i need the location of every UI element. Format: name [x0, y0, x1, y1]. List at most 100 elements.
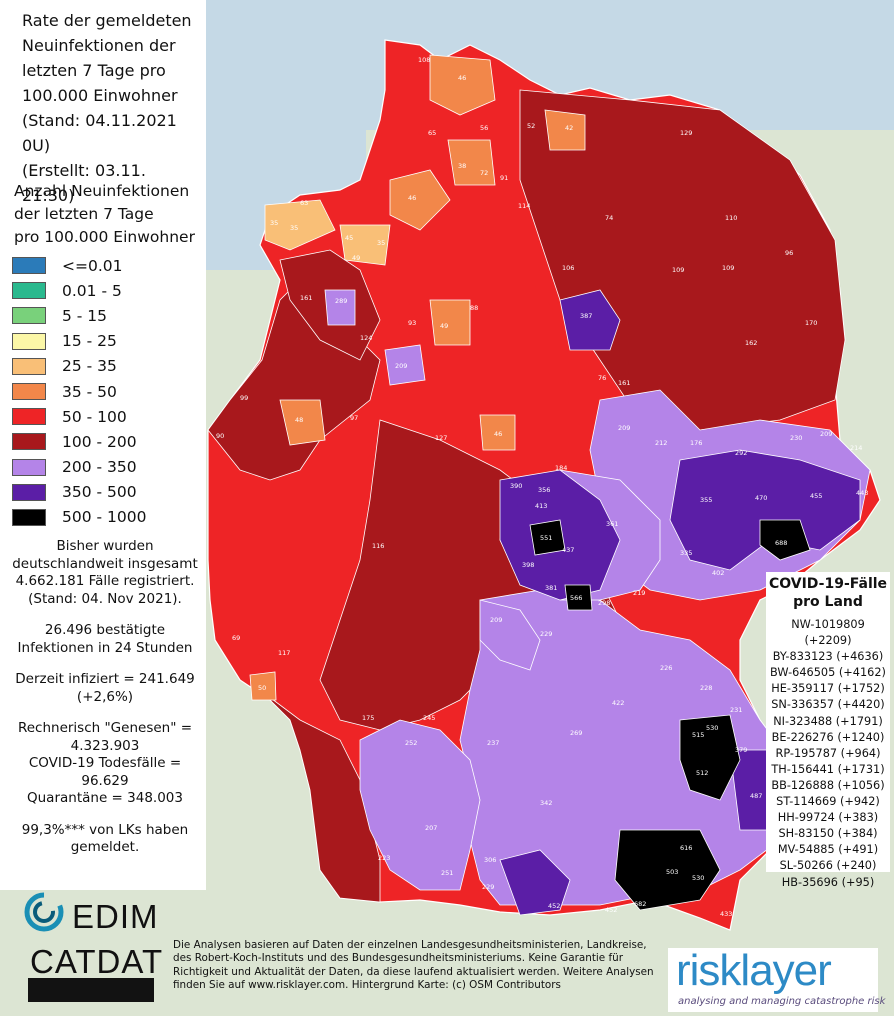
district-label: 175 — [362, 714, 374, 722]
edim-logo-text: EDIM — [72, 898, 159, 935]
laender-list: NW-1019809 (+2209) BY-833123 (+4636) BW-… — [766, 617, 890, 891]
district-label: 402 — [712, 569, 724, 577]
legend-swatch — [12, 307, 46, 325]
land-entry: BW-646505 (+4162) — [770, 666, 886, 680]
district-label: 45 — [345, 234, 353, 242]
district-label: 470 — [755, 494, 767, 502]
district-label: 682 — [634, 900, 646, 908]
district-label: 209 — [490, 616, 502, 624]
land-entry: HB-35696 (+95) — [781, 875, 875, 889]
region-orange-schleswig — [429, 54, 496, 116]
district-label: 252 — [405, 739, 417, 747]
district-label: 46 — [494, 430, 502, 438]
catdat-logo-image — [28, 978, 154, 1002]
district-label: 93 — [408, 319, 416, 327]
district-label: 209 — [395, 362, 407, 370]
region-south-west — [259, 689, 381, 903]
legend-label: 350 - 500 — [62, 483, 137, 502]
district-label: 161 — [618, 379, 630, 387]
district-label: 109 — [722, 264, 734, 272]
legend-row: 5 - 15 — [12, 303, 202, 328]
legend-swatch — [12, 483, 46, 501]
legend-label: 100 - 200 — [62, 432, 137, 451]
land-entry: BE-226276 (+1240) — [771, 730, 885, 744]
stat-new-24h: 26.496 bestätigte Infektionen in 24 Stun… — [17, 622, 193, 656]
district-label: 72 — [480, 169, 488, 177]
district-label: 35 — [270, 219, 278, 227]
district-label: 413 — [535, 502, 547, 510]
region-lightorange-oldenburg — [339, 224, 391, 266]
land-entry: RP-195787 (+964) — [775, 746, 881, 760]
district-label: 97 — [350, 414, 358, 422]
legend-label: 200 - 350 — [62, 458, 137, 477]
district-label: 356 — [538, 486, 550, 494]
district-label: 209 — [618, 424, 630, 432]
district-label: 35 — [290, 224, 298, 232]
district-label: 237 — [487, 739, 499, 747]
district-label: 110 — [725, 214, 737, 222]
legend-label: 50 - 100 — [62, 407, 127, 426]
region-orange-rlp — [249, 671, 277, 701]
risklayer-logo: risklayer analysing and managing catastr… — [668, 946, 885, 1012]
district-label: 69 — [232, 634, 240, 642]
risklayer-tagline: analysing and managing catastrophe risk — [678, 996, 886, 1007]
district-label: 96 — [785, 249, 793, 257]
legend-label: 15 - 25 — [62, 332, 117, 351]
district-label: 361 — [606, 520, 618, 528]
region-orange-nrw — [279, 399, 326, 446]
legend-label: 35 - 50 — [62, 382, 117, 401]
legend-row: <=0.01 — [12, 253, 202, 278]
title-line: Rate der gemeldeten — [22, 11, 192, 30]
region-black-bavaria-south — [614, 829, 721, 911]
region-bavaria-south — [499, 849, 571, 916]
district-label: 124 — [360, 334, 372, 342]
district-label: 298 — [598, 599, 610, 607]
region-lightpurple-west — [384, 344, 426, 386]
district-label: 229 — [540, 630, 552, 638]
district-label: 219 — [633, 589, 645, 597]
land-entry: SN-336357 (+4420) — [771, 698, 885, 712]
district-label: 251 — [441, 869, 453, 877]
district-label: 229 — [482, 883, 494, 891]
region-black-vogtland — [564, 584, 593, 611]
district-label: 90 — [216, 432, 224, 440]
district-label: 207 — [425, 824, 437, 832]
legend-swatch — [12, 332, 46, 350]
land-entry: TH-156441 (+1731) — [771, 762, 885, 776]
laender-title: COVID-19-Fälle pro Land — [768, 576, 888, 610]
district-label: 127 — [435, 434, 447, 442]
legend-swatch — [12, 383, 46, 401]
district-label: 335 — [680, 549, 692, 557]
legend-row: 50 - 100 — [12, 404, 202, 429]
map-title: Rate der gemeldeten Neuinfektionen der l… — [22, 8, 202, 208]
district-label: 46 — [408, 194, 416, 202]
catdat-logo-text: CATDAT — [30, 943, 164, 980]
district-label: 91 — [500, 174, 508, 182]
risklayer-logo-text: risklayer — [676, 946, 832, 995]
legend-row: 15 - 25 — [12, 329, 202, 354]
district-label: 379 — [735, 746, 747, 754]
legend-title-line: Anzahl Neuinfektionen — [14, 182, 190, 200]
region-black-bavaria-east — [679, 714, 741, 801]
land-entry: BY-833123 (+4636) — [772, 650, 884, 664]
district-label: 269 — [570, 729, 582, 737]
district-label: 116 — [372, 542, 384, 550]
district-label: 355 — [700, 496, 712, 504]
district-label: 49 — [440, 322, 448, 330]
region-black-saxony — [759, 519, 811, 561]
stat-active: Derzeit infiziert = 241.649 (+2,6%) — [15, 671, 195, 705]
stat-reported: 99,3%*** von LKs haben gemeldet. — [21, 821, 189, 856]
legend-swatch — [12, 508, 46, 526]
district-label: 106 — [562, 264, 574, 272]
region-black-thuringia — [529, 519, 566, 556]
stat-recovered: Rechnerisch "Genesen" = 4.323.903 — [17, 720, 193, 754]
district-label: 114 — [518, 202, 530, 210]
district-label: 342 — [540, 799, 552, 807]
district-label: 99 — [240, 394, 248, 402]
district-label: 487 — [750, 792, 762, 800]
district-label: 390 — [510, 482, 522, 490]
district-label: 289 — [335, 297, 347, 305]
legend-label: <=0.01 — [62, 256, 123, 275]
district-label: 35 — [377, 239, 385, 247]
